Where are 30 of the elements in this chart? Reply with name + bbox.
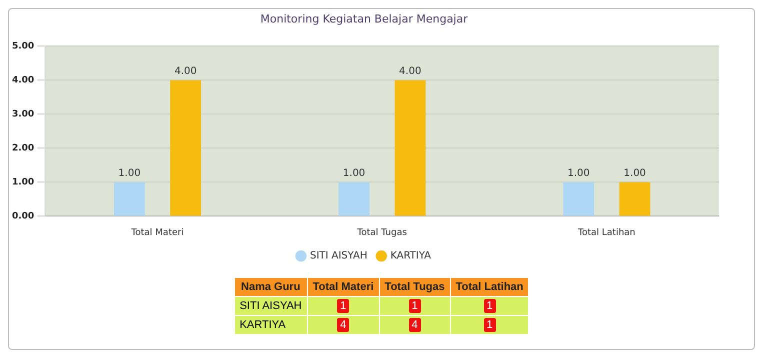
x-tick-label: Total Latihan (577, 228, 636, 238)
text: 1 (484, 318, 496, 332)
data-label: 1.00 (118, 168, 141, 179)
category-label: Total Tugas (384, 281, 445, 293)
y-tick-label: 3.00 (12, 110, 34, 120)
text: 1 (337, 299, 350, 313)
chart-title: Monitoring Kegiatan Belajar Mengajar (260, 12, 468, 26)
text: 1 (408, 299, 421, 313)
text: SITI AISYAH (240, 300, 302, 312)
text: 4 (337, 318, 350, 332)
x-tick-label: Total Tugas (356, 228, 408, 238)
data-label: 1.00 (342, 168, 366, 179)
category-label: Total Materi (312, 281, 374, 293)
legend-label: KARTIYA (390, 250, 432, 262)
category-label: Total Latihan (456, 281, 524, 293)
data-label: 1.00 (624, 168, 646, 179)
text: 1 (484, 299, 496, 313)
data-label: 4.00 (174, 66, 197, 77)
y-tick-label: 2.00 (12, 144, 34, 154)
data-label: 4.00 (399, 66, 422, 77)
x-tick-label: Total Materi (130, 228, 184, 238)
text: KARTIYA (240, 319, 286, 331)
y-tick-label: 1.00 (12, 178, 34, 188)
text: Nama Guru (234, 278, 308, 296)
y-tick-label: 4.00 (12, 76, 34, 86)
legend-label: SITI AISYAH (310, 250, 368, 262)
y-tick-label: 5.00 (12, 42, 34, 52)
y-tick-label: 0.00 (12, 212, 34, 222)
text: 4 (408, 318, 421, 332)
data-label: 1.00 (567, 168, 590, 179)
